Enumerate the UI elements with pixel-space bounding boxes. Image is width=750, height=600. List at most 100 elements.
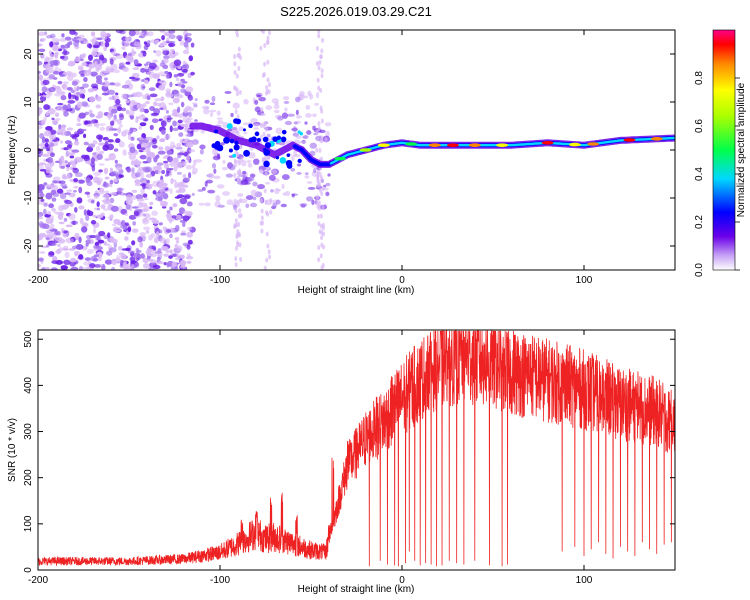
noise-blob [174,237,180,241]
noise-blob [39,192,45,198]
noise-blob [134,262,140,268]
noise-blob [157,182,165,189]
noise-blob [147,253,154,257]
noise-blob [38,200,42,205]
noise-blob [97,256,102,262]
colorbar-tick-label: 0.0 [694,263,705,277]
noise-blob [38,43,43,47]
noise-blob [124,222,129,227]
noise-blob [128,214,137,220]
noise-blob [64,192,71,195]
noise-blob [155,50,162,57]
noise-blob [56,230,61,236]
noise-blob [130,159,135,166]
noise-blob [235,232,239,238]
signal-hotspot [359,148,372,152]
noise-blob [104,176,110,180]
noise-blob [148,267,155,270]
noise-blob [281,183,285,190]
spectrogram-signal-track [189,118,675,169]
noise-blob [113,148,119,152]
noise-blob [175,214,182,220]
noise-blob [140,67,146,73]
noise-blob [158,229,163,234]
noise-blob [245,195,254,201]
noise-blob [268,30,272,36]
noise-blob [169,233,173,239]
noise-blob [74,96,79,101]
noise-blob [260,215,264,221]
noise-blob [211,95,216,103]
noise-blob [169,249,173,253]
noise-blob [268,254,272,260]
noise-blob [291,193,295,198]
noise-blob [179,259,187,266]
noise-blob [69,160,76,165]
noise-blob [57,243,61,247]
noise-blob [321,204,325,210]
noise-blob [59,129,67,136]
noise-blob [267,249,271,255]
noise-blob [160,120,167,128]
noise-blob [265,231,269,237]
noise-blob [38,108,43,115]
snr-y-tick-label: 300 [23,423,34,440]
noise-blob [280,203,287,208]
noise-blob [176,171,182,175]
noise-blob [165,133,169,141]
noise-blob [165,73,170,79]
noise-blob [90,157,96,163]
noise-blob [249,202,258,208]
noise-blob [65,224,73,228]
noise-blob [102,193,110,199]
noise-blob [180,232,187,236]
noise-blob [90,161,96,168]
signal-hotspot [377,143,390,147]
noise-blob [45,111,49,116]
noise-blob [266,59,270,65]
noise-blob [172,89,180,97]
noise-blob [78,254,84,260]
noise-blob [76,123,82,127]
noise-blob [161,34,165,41]
noise-blob [51,38,60,43]
signal-blob [248,123,253,129]
noise-blob [273,104,280,110]
snr-y-tick-label: 500 [23,330,34,347]
noise-blob [253,123,260,127]
noise-blob [89,113,95,118]
noise-blob [132,67,140,71]
noise-blob [237,160,241,166]
noise-blob [239,213,243,219]
noise-blob [175,146,183,150]
signal-blob [263,149,271,156]
noise-blob [38,70,42,74]
noise-blob [48,86,56,93]
noise-blob [309,142,318,149]
noise-blob [182,215,190,221]
noise-blob [217,204,225,208]
noise-blob [100,264,104,267]
signal-blob [262,136,269,143]
noise-blob [268,174,276,181]
noise-blob [96,207,100,211]
noise-blob [179,40,185,46]
noise-blob [85,160,91,164]
noise-blob [73,86,78,93]
noise-blob [158,146,164,152]
noise-blob [306,196,313,202]
noise-blob [75,91,81,96]
noise-blob [150,232,156,238]
noise-blob [160,129,166,135]
noise-blob [325,182,331,187]
noise-blob [106,143,115,151]
noise-blob [45,166,51,174]
noise-blob [222,166,228,171]
noise-blob [73,140,80,146]
noise-blob [327,173,331,177]
noise-blob [317,30,321,34]
noise-blob [316,173,320,179]
noise-blob [235,30,239,35]
noise-blob [234,109,238,115]
noise-blob [118,252,125,256]
